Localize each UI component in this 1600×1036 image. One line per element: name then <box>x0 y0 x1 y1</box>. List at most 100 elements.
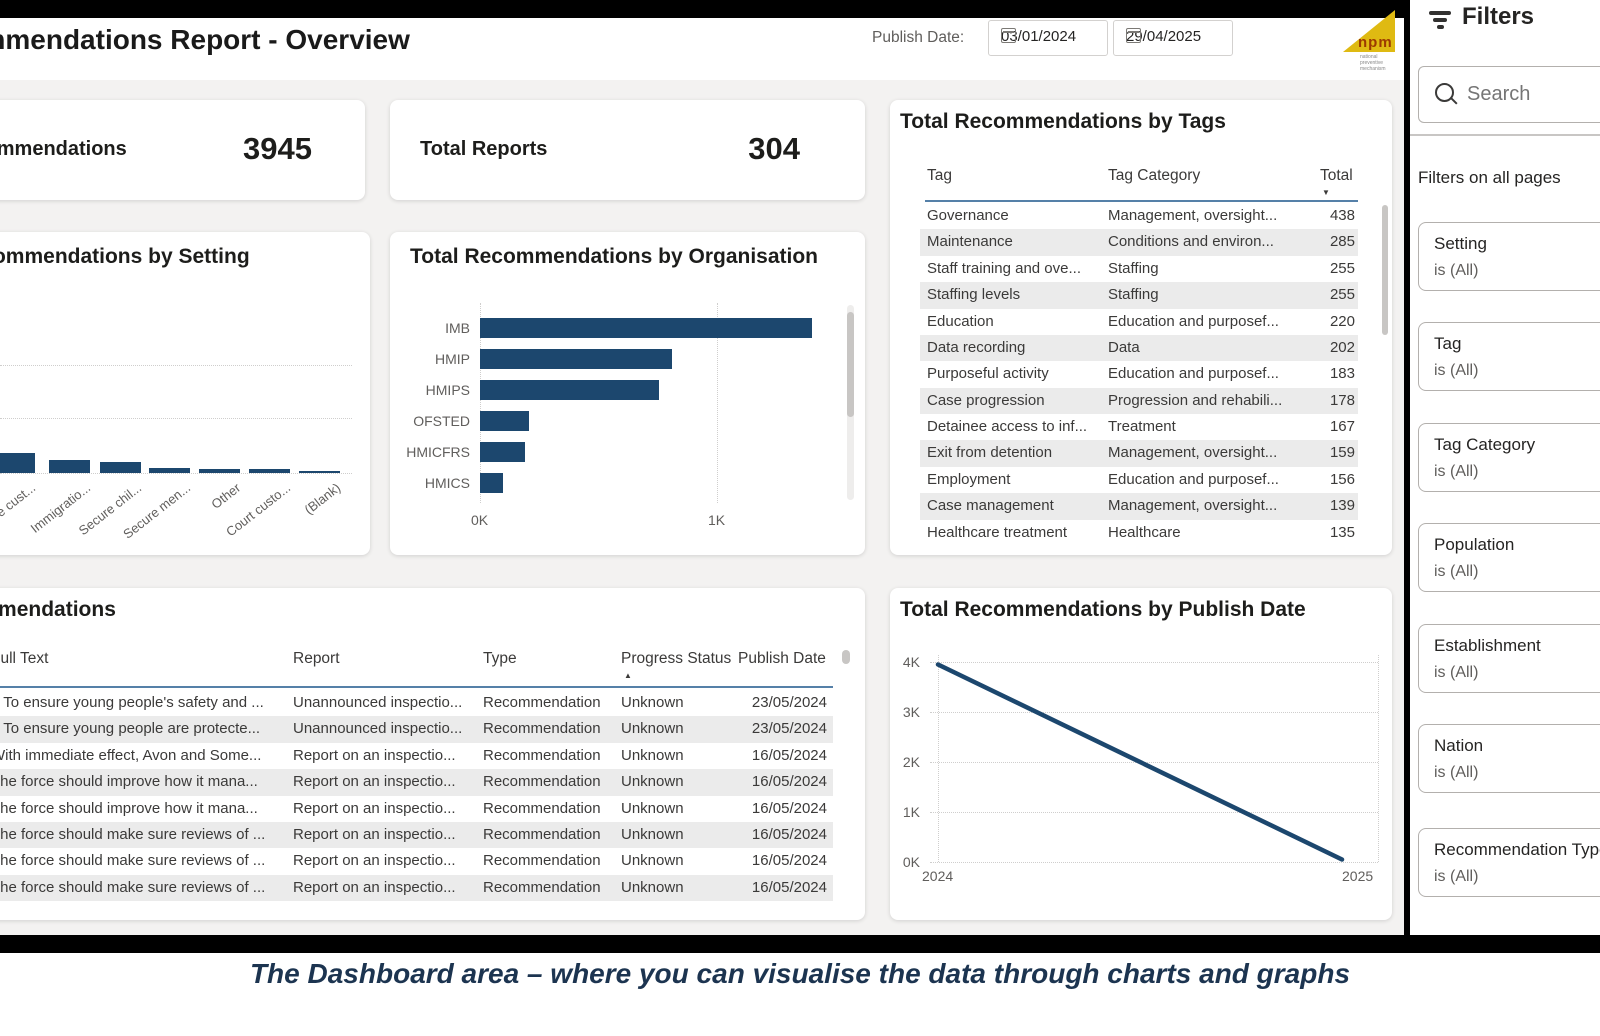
tags-table-row[interactable]: Exit from detention Management, oversight… <box>920 440 1358 467</box>
tags-table-row[interactable]: Employment Education and purposef... 156 <box>920 467 1358 493</box>
recommendation-row[interactable]: The force should improve how it mana... R… <box>0 796 833 822</box>
tag-category-cell: Management, oversight... <box>1108 207 1278 224</box>
report-cell: Report on an inspectio... <box>293 773 456 791</box>
status-cell: Unknown <box>621 720 684 738</box>
recs-table-scrollbar[interactable] <box>842 650 850 664</box>
line-y-tick: 2K <box>902 754 920 770</box>
sort-asc-icon: ▲ <box>624 671 632 680</box>
org-axis-tick-0k: 0K <box>471 512 489 528</box>
org-bar[interactable] <box>480 442 526 462</box>
filters-search-box[interactable] <box>1418 66 1600 123</box>
tag-cell: Detainee access to inf... <box>927 418 1088 436</box>
filter-card-tag-category[interactable]: Tag Category is (All) <box>1418 423 1600 492</box>
fulltext-cell: With immediate effect, Avon and Some... <box>0 746 262 764</box>
date-cell: 16/05/2024 <box>751 773 827 791</box>
recommendation-row[interactable]: The force should make sure reviews of ..… <box>0 848 833 874</box>
tag-cell: Data recording <box>927 338 1026 356</box>
tag-total-cell: 220 <box>1329 312 1355 330</box>
recommendation-row[interactable]: The force should improve how it mana... R… <box>0 769 833 796</box>
setting-bar[interactable] <box>100 462 141 473</box>
date-to-input[interactable]: 29/04/2025 <box>1113 20 1233 56</box>
total-recommendations-label: Total Recommendations <box>0 138 127 160</box>
setting-bar[interactable] <box>249 469 290 473</box>
setting-bar[interactable] <box>49 460 90 473</box>
filter-card-population[interactable]: Population is (All) <box>1418 523 1600 592</box>
tags-col-tag[interactable]: Tag <box>927 167 952 184</box>
recs-col-report[interactable]: Report <box>293 650 340 667</box>
report-cell: Report on an inspectio... <box>293 878 456 896</box>
filters-pane-title: Filters <box>1462 3 1535 30</box>
setting-bar[interactable] <box>199 468 240 473</box>
calendar-icon[interactable] <box>1126 28 1141 43</box>
tags-table-row[interactable]: Purposeful activity Education and purpose… <box>920 361 1358 387</box>
calendar-icon[interactable] <box>1001 28 1016 43</box>
org-chart-scrollbar-thumb[interactable] <box>847 312 854 417</box>
filter-card-value: is (All) <box>1434 563 1479 580</box>
tag-total-cell: 167 <box>1329 418 1355 436</box>
tags-table-row[interactable]: Case management Management, oversight... 1… <box>920 493 1358 520</box>
recommendation-row[interactable]: 1 To ensure young people's safety and ..… <box>0 690 833 716</box>
tags-col-total[interactable]: Total <box>1320 167 1353 184</box>
recommendation-row[interactable]: 2 To ensure young people are protecte...… <box>0 716 833 743</box>
line-y-tick: 3K <box>902 704 920 720</box>
status-cell: Unknown <box>621 826 684 843</box>
tag-category-cell: Education and purposef... <box>1108 470 1279 488</box>
tags-col-category[interactable]: Tag Category <box>1108 167 1201 184</box>
filter-card-name: Tag <box>1434 334 1462 353</box>
filter-card-nation[interactable]: Nation is (All) <box>1418 724 1600 793</box>
filter-card-recommendation-type[interactable]: Recommendation Type is (All) <box>1418 828 1600 897</box>
filter-card-name: Establishment <box>1434 636 1541 655</box>
status-cell: Unknown <box>621 694 684 711</box>
report-cell: Report on an inspectio... <box>293 799 456 817</box>
tag-category-cell: Conditions and environ... <box>1108 233 1274 251</box>
org-axis-tick-1k: 1K <box>708 512 726 528</box>
tag-total-cell: 255 <box>1329 286 1355 304</box>
date-cell: 16/05/2024 <box>751 799 827 817</box>
recs-col-status[interactable]: Progress Status <box>621 650 732 667</box>
frame-bottom-border <box>0 935 1600 953</box>
org-bar[interactable] <box>480 380 659 400</box>
filter-card-value: is (All) <box>1434 362 1479 379</box>
tags-table-row[interactable]: Detainee access to inf... Treatment 167 <box>920 414 1358 440</box>
recs-col-date[interactable]: Publish Date <box>738 650 826 667</box>
org-bar[interactable] <box>480 349 672 369</box>
status-cell: Unknown <box>621 799 684 817</box>
filter-card-tag[interactable]: Tag is (All) <box>1418 322 1600 391</box>
tags-table-row[interactable]: Staff training and ove... Staffing 255 <box>920 256 1358 282</box>
recommendation-row[interactable]: With immediate effect, Avon and Some... R… <box>0 743 833 769</box>
tag-total-cell: 156 <box>1329 470 1355 488</box>
org-bar[interactable] <box>480 411 529 431</box>
filter-card-establishment[interactable]: Establishment is (All) <box>1418 624 1600 693</box>
date-from-input[interactable]: 03/01/2024 <box>988 20 1108 56</box>
setting-bar[interactable] <box>149 467 190 473</box>
filter-icon[interactable] <box>1428 11 1452 29</box>
filter-card-value: is (All) <box>1434 764 1479 781</box>
line-y-tick: 1K <box>902 804 920 820</box>
tags-table-row[interactable]: Education Education and purposef... 220 <box>920 309 1358 335</box>
tags-table-row[interactable]: Case progression Progression and rehabili… <box>920 387 1358 415</box>
recs-col-type[interactable]: Type <box>483 650 517 667</box>
setting-gridline-1k <box>0 418 352 419</box>
tags-table-scrollbar[interactable] <box>1382 205 1388 335</box>
card-tags-table <box>890 100 1392 555</box>
tags-table-row[interactable]: Staffing levels Staffing 255 <box>920 282 1358 309</box>
filters-section-label: Filters on all pages <box>1418 168 1561 187</box>
tags-table-row[interactable]: Governance Management, oversight... 438 <box>920 203 1358 229</box>
tags-table-row[interactable]: Maintenance Conditions and environ... 285 <box>920 229 1358 256</box>
tag-total-cell: 202 <box>1329 338 1355 356</box>
recommendation-row[interactable]: The force should make sure reviews of ..… <box>0 822 833 849</box>
recommendation-row[interactable]: The force should make sure reviews of ..… <box>0 874 833 901</box>
org-category-label: HMICS <box>424 475 470 491</box>
org-bar[interactable] <box>480 318 812 338</box>
tags-table-row[interactable]: Data recording Data 202 <box>920 334 1358 362</box>
tags-table-row[interactable]: Healthcare treatment Healthcare 135 <box>920 520 1358 546</box>
setting-bar[interactable] <box>299 471 340 473</box>
setting-bar[interactable] <box>0 453 35 473</box>
recs-col-fulltext[interactable]: Full Text <box>0 650 49 667</box>
tag-category-cell: Data <box>1108 338 1140 356</box>
search-input[interactable] <box>1465 77 1600 111</box>
filter-card-setting[interactable]: Setting is (All) <box>1418 222 1600 291</box>
org-category-label: HMICFRS <box>406 444 470 460</box>
org-bar[interactable] <box>480 473 503 493</box>
